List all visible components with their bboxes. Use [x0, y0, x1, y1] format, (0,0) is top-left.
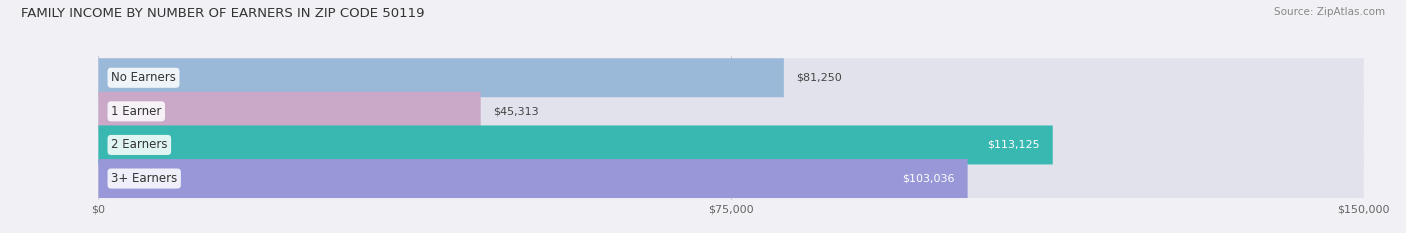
FancyBboxPatch shape: [98, 125, 1364, 164]
FancyBboxPatch shape: [98, 92, 481, 131]
Text: $45,313: $45,313: [494, 106, 538, 116]
Text: FAMILY INCOME BY NUMBER OF EARNERS IN ZIP CODE 50119: FAMILY INCOME BY NUMBER OF EARNERS IN ZI…: [21, 7, 425, 20]
Text: 1 Earner: 1 Earner: [111, 105, 162, 118]
Text: 3+ Earners: 3+ Earners: [111, 172, 177, 185]
FancyBboxPatch shape: [98, 92, 1364, 131]
Text: 2 Earners: 2 Earners: [111, 138, 167, 151]
FancyBboxPatch shape: [98, 125, 1053, 164]
FancyBboxPatch shape: [98, 58, 1364, 97]
Text: $103,036: $103,036: [903, 174, 955, 184]
Text: Source: ZipAtlas.com: Source: ZipAtlas.com: [1274, 7, 1385, 17]
Text: No Earners: No Earners: [111, 71, 176, 84]
FancyBboxPatch shape: [98, 58, 785, 97]
Text: $81,250: $81,250: [796, 73, 842, 83]
Text: $113,125: $113,125: [987, 140, 1040, 150]
FancyBboxPatch shape: [98, 159, 1364, 198]
FancyBboxPatch shape: [98, 159, 967, 198]
